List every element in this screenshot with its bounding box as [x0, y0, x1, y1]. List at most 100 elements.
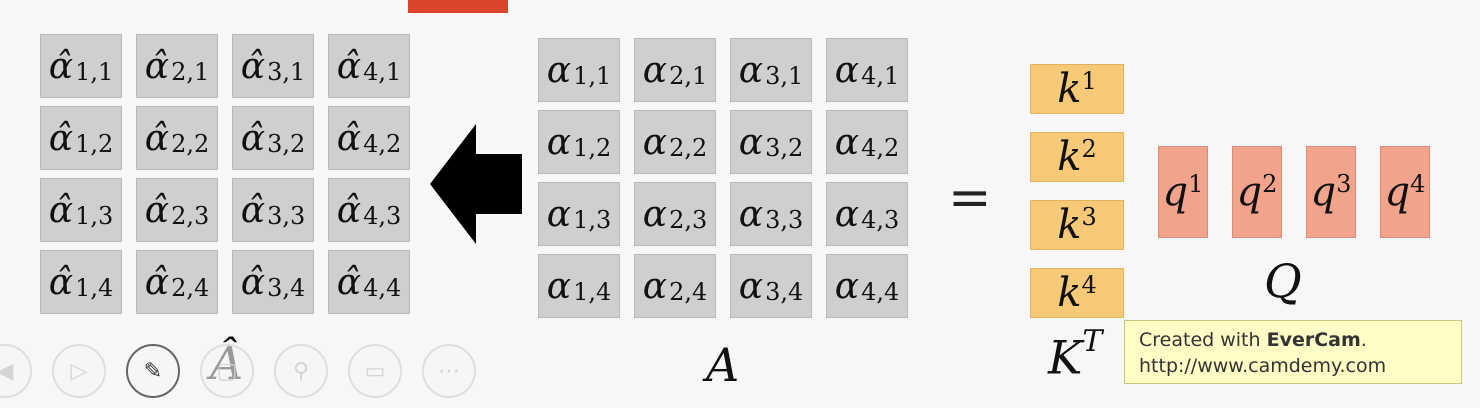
a-label: A [706, 338, 739, 392]
a-hat-subscript: 3,4 [267, 274, 305, 302]
a-hat-symbol: α̂ [241, 118, 265, 159]
q-superscript: 1 [1188, 170, 1203, 198]
a-hat-symbol: α̂ [337, 262, 361, 303]
a-hat-symbol: α̂ [49, 190, 73, 231]
a-cell: α 4,1 [826, 38, 908, 102]
a-hat-symbol: α̂ [337, 46, 361, 87]
a-hat-symbol: α̂ [49, 46, 73, 87]
a-hat-cell: α̂ 3,3 [232, 178, 314, 242]
a-hat-matrix: α̂ 1,1 α̂ 2,1 α̂ 3,1 α̂ 4,1 α̂ 1,2 α̂ 2,2 α̂ 3,2 α̂ 4,2… [40, 34, 410, 314]
k-transpose-label: KT [1048, 330, 1102, 384]
a-cell: α 2,3 [634, 182, 716, 246]
a-symbol: α [835, 266, 859, 307]
a-hat-cell: α̂ 1,1 [40, 34, 122, 98]
a-hat-cell: α̂ 1,2 [40, 106, 122, 170]
a-cell: α 3,3 [730, 182, 812, 246]
a-cell: α 4,2 [826, 110, 908, 174]
a-hat-subscript: 1,4 [75, 274, 113, 302]
a-hat-cell: α̂ 4,2 [328, 106, 410, 170]
a-hat-cell: α̂ 2,2 [136, 106, 218, 170]
a-hat-subscript: 3,1 [267, 58, 305, 86]
a-subscript: 1,4 [573, 278, 611, 306]
a-subscript: 2,3 [669, 206, 707, 234]
a-subscript: 2,1 [669, 62, 707, 90]
a-hat-symbol: α̂ [241, 190, 265, 231]
a-hat-cell: α̂ 4,4 [328, 250, 410, 314]
a-subscript: 4,4 [861, 278, 899, 306]
a-subscript: 4,3 [861, 206, 899, 234]
a-symbol: α [547, 122, 571, 163]
a-subscript: 3,2 [765, 134, 803, 162]
a-hat-subscript: 3,3 [267, 202, 305, 230]
a-hat-subscript: 1,1 [75, 58, 113, 86]
a-cell: α 1,3 [538, 182, 620, 246]
k-symbol: k [1057, 134, 1081, 180]
watermark-prefix: Created with [1139, 329, 1267, 351]
a-cell: α 1,2 [538, 110, 620, 174]
a-cell: α 3,4 [730, 254, 812, 318]
eraser-icon[interactable]: ▢ [200, 344, 254, 398]
a-hat-symbol: α̂ [145, 262, 169, 303]
presentation-toolbar: ◀ ▷ ✎ ▢ ⚲ ▭ ⋯ [0, 344, 476, 398]
a-hat-symbol: α̂ [337, 118, 361, 159]
q-superscript: 4 [1410, 170, 1425, 198]
a-hat-symbol: α̂ [49, 118, 73, 159]
a-symbol: α [739, 122, 763, 163]
a-symbol: α [547, 50, 571, 91]
a-symbol: α [547, 266, 571, 307]
a-hat-cell: α̂ 3,4 [232, 250, 314, 314]
a-subscript: 2,2 [669, 134, 707, 162]
a-symbol: α [643, 266, 667, 307]
q-superscript: 3 [1336, 170, 1351, 198]
a-subscript: 1,3 [573, 206, 611, 234]
a-subscript: 2,4 [669, 278, 707, 306]
k-symbol: k [1057, 270, 1081, 316]
a-cell: α 2,4 [634, 254, 716, 318]
a-cell: α 3,1 [730, 38, 812, 102]
a-hat-subscript: 2,4 [171, 274, 209, 302]
a-hat-symbol: α̂ [145, 190, 169, 231]
a-hat-cell: α̂ 2,3 [136, 178, 218, 242]
k-superscript: 4 [1081, 271, 1096, 299]
q-symbol: q [1163, 169, 1189, 215]
zoom-icon[interactable]: ⚲ [274, 344, 328, 398]
q-label: Q [1264, 254, 1302, 308]
more-icon[interactable]: ⋯ [422, 344, 476, 398]
a-hat-cell: α̂ 3,1 [232, 34, 314, 98]
play-icon[interactable]: ▷ [52, 344, 106, 398]
a-hat-subscript: 1,3 [75, 202, 113, 230]
a-hat-subscript: 4,1 [363, 58, 401, 86]
q-symbol: q [1311, 169, 1337, 215]
a-hat-symbol: α̂ [337, 190, 361, 231]
k-symbol: k [1057, 202, 1081, 248]
a-hat-cell: α̂ 3,2 [232, 106, 314, 170]
a-symbol: α [835, 122, 859, 163]
a-symbol: α [835, 50, 859, 91]
screen-icon[interactable]: ▭ [348, 344, 402, 398]
left-arrow-icon [430, 124, 522, 244]
a-hat-cell: α̂ 2,4 [136, 250, 218, 314]
a-hat-subscript: 4,4 [363, 274, 401, 302]
a-hat-subscript: 4,3 [363, 202, 401, 230]
a-symbol: α [835, 194, 859, 235]
q-symbol: q [1385, 169, 1411, 215]
pen-icon[interactable]: ✎ [126, 344, 180, 398]
recording-indicator-bar [408, 0, 508, 13]
a-hat-subscript: 2,3 [171, 202, 209, 230]
a-hat-symbol: α̂ [49, 262, 73, 303]
a-hat-subscript: 4,2 [363, 130, 401, 158]
a-symbol: α [547, 194, 571, 235]
a-symbol: α [643, 122, 667, 163]
a-symbol: α [739, 50, 763, 91]
k-symbol: k [1057, 66, 1081, 112]
a-subscript: 1,2 [573, 134, 611, 162]
a-symbol: α [739, 266, 763, 307]
back-icon[interactable]: ◀ [0, 344, 32, 398]
